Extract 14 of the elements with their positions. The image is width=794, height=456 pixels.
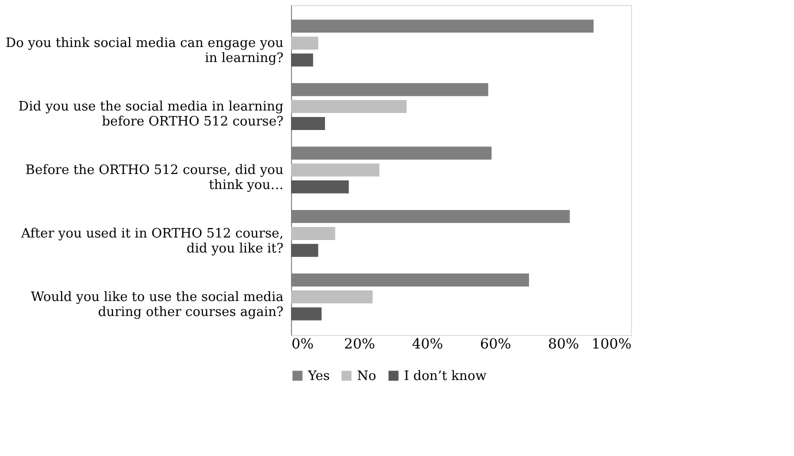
x-tick-label: 100% [591,336,632,352]
legend-label: I don’t know [404,368,486,384]
legend-label: No [357,368,376,384]
y-tick-label: Would you like to use the social media during other courses again? [30,290,284,320]
y-tick-label: Did you use the social media in learning before ORTHO 512 course? [18,100,284,130]
x-tick-label: 20% [344,336,376,352]
y-tick-label: After you used it in ORTHO 512 course, did you like it? [20,226,284,256]
legend-label: Yes [307,368,330,384]
x-tick-label: 40% [412,336,444,352]
y-tick-label: Before the ORTHO 512 course, did you think you… [25,163,284,193]
x-tick-label: 80% [548,336,580,352]
x-tick-label: 0% [292,336,314,352]
y-tick-label: Do you think social media can engage you in learning? [6,36,284,66]
x-tick-label: 60% [480,336,512,352]
